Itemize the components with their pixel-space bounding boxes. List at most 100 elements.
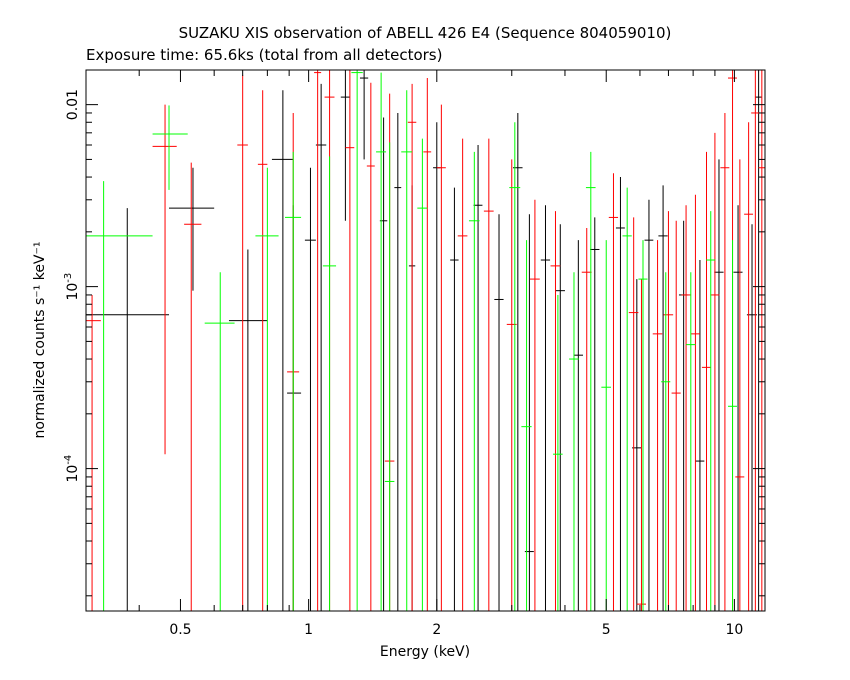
chart-subtitle: Exposure time: 65.6ks (total from all de… bbox=[86, 46, 442, 64]
data-point bbox=[423, 78, 432, 611]
y-tick-exponent: -3 bbox=[63, 273, 74, 283]
data-point bbox=[284, 151, 302, 611]
data-point bbox=[271, 90, 294, 611]
data-point bbox=[473, 145, 483, 611]
x-tick-label: 5 bbox=[602, 622, 611, 638]
data-point bbox=[468, 151, 480, 611]
series-0 bbox=[86, 70, 762, 611]
data-point bbox=[735, 159, 745, 611]
data-point bbox=[755, 70, 762, 611]
data-point bbox=[345, 70, 355, 611]
data-point bbox=[701, 151, 711, 611]
data-point bbox=[340, 70, 350, 221]
data-point bbox=[184, 162, 202, 611]
data-point bbox=[450, 187, 459, 611]
series-2 bbox=[86, 70, 737, 611]
data-point bbox=[86, 208, 170, 611]
data-point bbox=[314, 70, 322, 611]
data-point bbox=[608, 173, 619, 611]
data-point bbox=[581, 227, 592, 611]
data-point bbox=[494, 214, 504, 611]
data-point bbox=[601, 240, 611, 611]
data-point bbox=[359, 70, 369, 160]
data-point bbox=[540, 205, 551, 611]
data-point bbox=[644, 199, 654, 611]
chart-title: SUZAKU XIS observation of ABELL 426 E4 (… bbox=[179, 24, 672, 42]
data-point bbox=[237, 75, 248, 611]
axis-layer: 0.5 1 2 5 10 10-4 10-3 0.01 bbox=[63, 70, 765, 638]
x-axis-label: Energy (keV) bbox=[380, 644, 470, 660]
data-point bbox=[695, 260, 705, 611]
data-point bbox=[417, 138, 428, 611]
data-point bbox=[483, 138, 494, 611]
data-point bbox=[152, 104, 177, 455]
data-point bbox=[86, 294, 101, 611]
y-tick-label: 10-3 bbox=[63, 273, 81, 301]
data-point bbox=[710, 132, 720, 611]
data-point bbox=[661, 272, 671, 611]
data-point bbox=[255, 167, 279, 611]
x-tick-label: 2 bbox=[432, 622, 441, 638]
y-tick-label: 10-4 bbox=[63, 455, 81, 483]
data-point bbox=[727, 240, 737, 611]
data-point bbox=[287, 205, 302, 611]
data-point bbox=[366, 82, 375, 611]
data-point bbox=[569, 272, 579, 611]
data-point bbox=[758, 70, 765, 611]
data-point bbox=[509, 122, 521, 611]
data-point bbox=[720, 112, 730, 611]
data-point bbox=[733, 205, 743, 611]
data-point bbox=[152, 105, 188, 190]
x-tick-label: 1 bbox=[304, 622, 313, 638]
data-point bbox=[228, 249, 268, 611]
data-point bbox=[622, 187, 632, 611]
data-point bbox=[304, 167, 316, 611]
data-point bbox=[433, 122, 441, 611]
data-point bbox=[553, 294, 563, 611]
data-point bbox=[638, 240, 648, 611]
data-point bbox=[401, 90, 413, 611]
data-point bbox=[555, 224, 565, 611]
data-point bbox=[590, 217, 600, 611]
data-point bbox=[744, 122, 754, 611]
data-layer bbox=[86, 70, 765, 611]
data-point bbox=[407, 83, 417, 611]
data-point bbox=[573, 240, 584, 611]
data-point bbox=[529, 199, 540, 611]
data-point bbox=[658, 185, 668, 611]
data-point bbox=[615, 177, 625, 611]
data-point bbox=[585, 151, 596, 611]
data-point bbox=[628, 217, 639, 611]
x-tick-label: 10 bbox=[725, 622, 743, 638]
data-point bbox=[636, 279, 647, 611]
data-point bbox=[678, 220, 689, 611]
series-1 bbox=[86, 70, 765, 611]
data-point bbox=[521, 240, 532, 611]
data-point bbox=[351, 70, 363, 611]
data-point bbox=[257, 90, 268, 611]
data-point bbox=[681, 205, 691, 611]
data-point bbox=[671, 220, 681, 611]
y-axis-label: normalized counts s⁻¹ keV⁻¹ bbox=[32, 241, 48, 438]
data-point bbox=[751, 70, 760, 611]
data-point bbox=[457, 138, 468, 611]
data-point bbox=[322, 156, 337, 611]
data-point bbox=[204, 272, 235, 611]
data-point bbox=[714, 159, 724, 611]
data-point bbox=[394, 112, 402, 611]
data-point bbox=[436, 104, 446, 611]
y-tick-exponent: -4 bbox=[63, 455, 74, 465]
data-point bbox=[86, 181, 153, 611]
data-point bbox=[690, 194, 700, 611]
data-point bbox=[652, 240, 663, 611]
data-point bbox=[376, 72, 387, 611]
data-point bbox=[706, 211, 716, 611]
data-point bbox=[663, 211, 674, 611]
plot-frame bbox=[85, 69, 766, 612]
data-point bbox=[686, 272, 696, 611]
data-point bbox=[550, 211, 561, 611]
data-point bbox=[384, 142, 395, 611]
x-tick-label: 0.5 bbox=[169, 622, 191, 638]
y-tick-label: 0.01 bbox=[65, 89, 81, 120]
